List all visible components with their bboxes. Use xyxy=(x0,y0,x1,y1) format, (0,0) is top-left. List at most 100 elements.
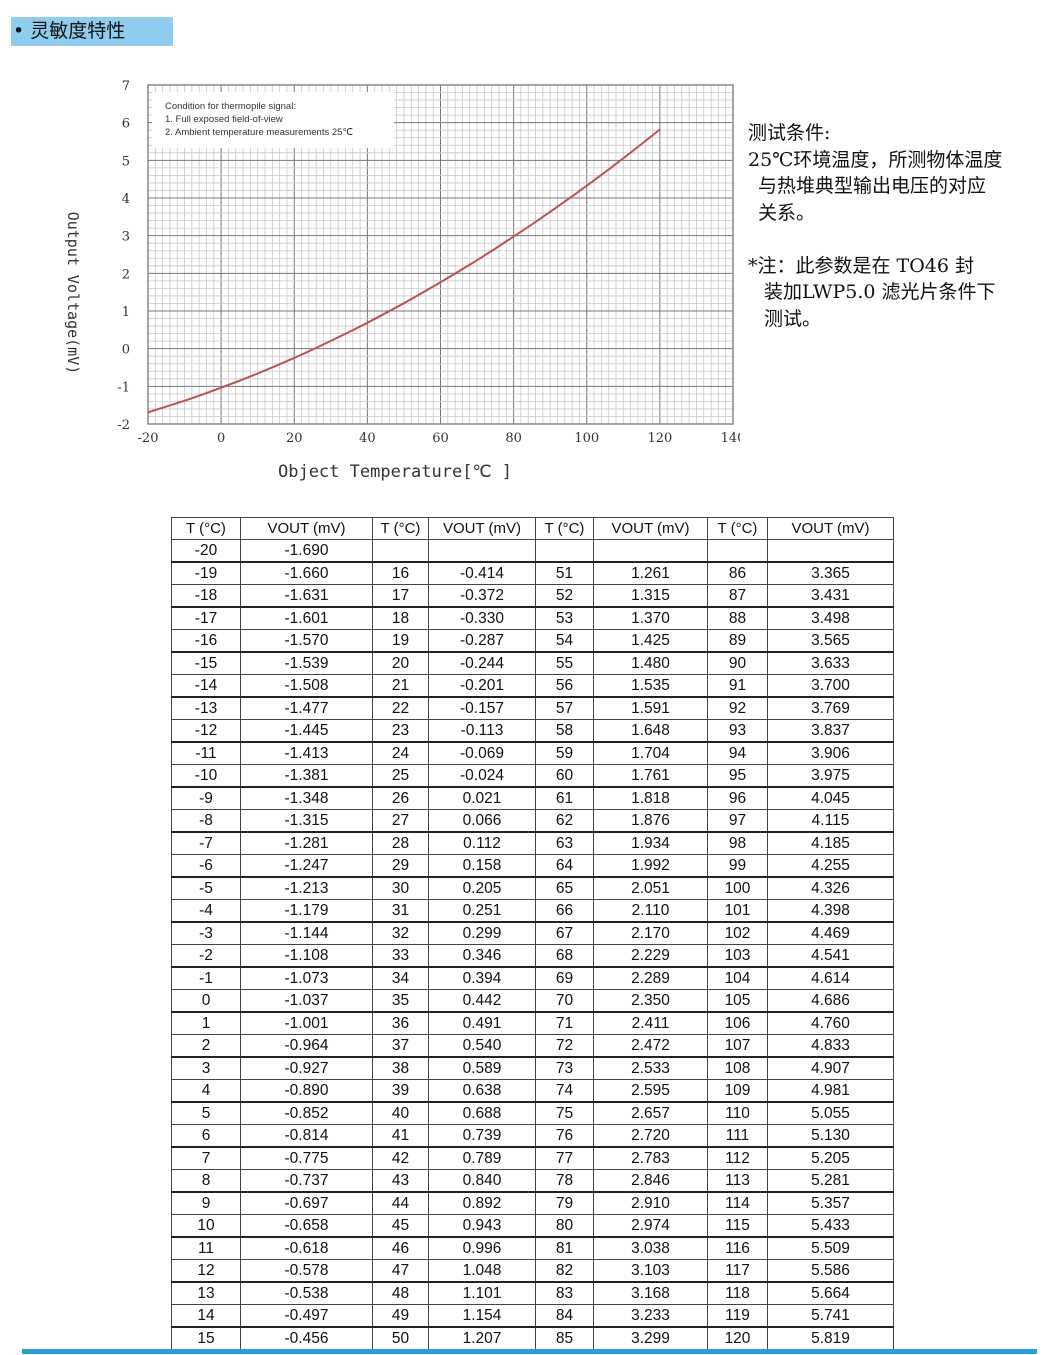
temperature-cell: 39 xyxy=(372,1079,429,1103)
temperature-cell: 109 xyxy=(707,1079,768,1103)
vout-cell: 0.251 xyxy=(428,899,536,923)
vout-cell: 1.876 xyxy=(593,809,708,833)
vout-cell: 2.229 xyxy=(593,944,708,968)
temperature-cell: 36 xyxy=(372,1011,429,1035)
vout-cell: -0.414 xyxy=(428,561,536,585)
vout-cell: 2.110 xyxy=(593,899,708,923)
vout-cell: 3.565 xyxy=(767,629,894,653)
vout-cell: 1.261 xyxy=(593,561,708,585)
temperature-cell: 4 xyxy=(171,1079,241,1103)
temperature-cell: 59 xyxy=(535,741,594,765)
vout-cell: 1.591 xyxy=(593,696,708,720)
temperature-cell: 53 xyxy=(535,606,594,630)
temperature-cell: 37 xyxy=(372,1034,429,1058)
temperature-cell: 103 xyxy=(707,944,768,968)
temperature-cell: 18 xyxy=(372,606,429,630)
temperature-cell: 97 xyxy=(707,809,768,833)
vout-cell: 1.154 xyxy=(428,1304,536,1328)
temperature-cell xyxy=(372,539,429,563)
temperature-cell xyxy=(535,539,594,563)
table-row: -12 -1.445 23 -0.113 58 1.648 93 3.837 xyxy=(171,719,894,743)
vout-cell: 4.255 xyxy=(767,854,894,878)
vout-cell: 5.055 xyxy=(767,1101,894,1125)
table-row: 11 -0.618 46 0.996 81 3.038 116 5.509 xyxy=(171,1236,894,1260)
column-header: T (°C) xyxy=(707,517,768,540)
temperature-cell: 99 xyxy=(707,854,768,878)
temperature-cell: 33 xyxy=(372,944,429,968)
temperature-cell: 81 xyxy=(535,1236,594,1260)
temperature-cell: 86 xyxy=(707,561,768,585)
sensitivity-table: T (°C) VOUT (mV) T (°C) VOUT (mV) T (°C) VOUT… xyxy=(171,517,894,1350)
temperature-cell: -13 xyxy=(171,696,241,720)
temperature-cell: 49 xyxy=(372,1304,429,1328)
table-row: -2 -1.108 33 0.346 68 2.229 103 4.541 xyxy=(171,944,894,968)
temperature-cell: 61 xyxy=(535,786,594,810)
temperature-cell: 114 xyxy=(707,1191,768,1215)
y-tick-label: 6 xyxy=(122,117,130,132)
y-tick-label: 0 xyxy=(122,343,130,358)
vout-cell: -0.456 xyxy=(240,1326,373,1350)
temperature-cell: 76 xyxy=(535,1124,594,1148)
vout-cell: 3.975 xyxy=(767,764,894,788)
column-header: T (°C) xyxy=(535,517,594,540)
temperature-cell: 101 xyxy=(707,899,768,923)
temperature-cell: 119 xyxy=(707,1304,768,1328)
temperature-cell: 9 xyxy=(171,1191,241,1215)
temperature-cell: -7 xyxy=(171,831,241,855)
vout-cell: 3.906 xyxy=(767,741,894,765)
temperature-cell: 41 xyxy=(372,1124,429,1148)
vout-cell: 1.425 xyxy=(593,629,708,653)
vout-cell: 1.992 xyxy=(593,854,708,878)
vout-cell: 2.595 xyxy=(593,1079,708,1103)
vout-cell: 4.686 xyxy=(767,989,894,1013)
vout-cell: 0.346 xyxy=(428,944,536,968)
temperature-cell: 15 xyxy=(171,1326,241,1350)
temperature-cell: -19 xyxy=(171,561,241,585)
table-row: -4 -1.179 31 0.251 66 2.110 101 4.398 xyxy=(171,899,894,923)
temperature-cell: 68 xyxy=(535,944,594,968)
temperature-cell: 75 xyxy=(535,1101,594,1125)
table-row: -19 -1.660 16 -0.414 51 1.261 86 3.365 xyxy=(171,561,894,585)
vout-cell: 1.048 xyxy=(428,1259,536,1283)
vout-cell: -1.445 xyxy=(240,719,373,743)
vout-cell: 4.469 xyxy=(767,921,894,945)
y-tick-label: -2 xyxy=(117,418,130,433)
temperature-cell: 84 xyxy=(535,1304,594,1328)
vout-cell: 0.394 xyxy=(428,966,536,990)
vout-cell: -0.927 xyxy=(240,1056,373,1080)
temperature-cell: 104 xyxy=(707,966,768,990)
temperature-cell: 13 xyxy=(171,1281,241,1305)
vout-cell: 4.981 xyxy=(767,1079,894,1103)
vout-cell: -0.024 xyxy=(428,764,536,788)
vout-cell: 2.289 xyxy=(593,966,708,990)
table-row: 7 -0.775 42 0.789 77 2.783 112 5.205 xyxy=(171,1146,894,1170)
temperature-cell: -3 xyxy=(171,921,241,945)
vout-cell: -1.247 xyxy=(240,854,373,878)
vout-cell: -0.578 xyxy=(240,1259,373,1283)
vout-cell: 1.480 xyxy=(593,651,708,675)
temperature-cell: 88 xyxy=(707,606,768,630)
temperature-cell: 92 xyxy=(707,696,768,720)
section-title: • 灵敏度特性 xyxy=(11,17,173,46)
temperature-cell: 63 xyxy=(535,831,594,855)
x-tick-label: -20 xyxy=(138,431,159,446)
vout-cell: 3.700 xyxy=(767,674,894,698)
note-line: 测试。 xyxy=(764,307,822,330)
vout-cell: 0.112 xyxy=(428,831,536,855)
vout-cell: 5.281 xyxy=(767,1169,894,1193)
vout-cell: 0.789 xyxy=(428,1146,536,1170)
temperature-cell: 28 xyxy=(372,831,429,855)
vout-cell: -0.890 xyxy=(240,1079,373,1103)
temperature-cell: 19 xyxy=(372,629,429,653)
table-row: 1 -1.001 36 0.491 71 2.411 106 4.760 xyxy=(171,1011,894,1035)
temperature-cell: 64 xyxy=(535,854,594,878)
column-header: VOUT (mV) xyxy=(428,517,536,540)
temperature-cell: 116 xyxy=(707,1236,768,1260)
temperature-cell: -4 xyxy=(171,899,241,923)
vout-cell: 2.533 xyxy=(593,1056,708,1080)
vout-cell: 1.934 xyxy=(593,831,708,855)
temperature-cell: 24 xyxy=(372,741,429,765)
vout-cell: 0.892 xyxy=(428,1191,536,1215)
table-row: 4 -0.890 39 0.638 74 2.595 109 4.981 xyxy=(171,1079,894,1103)
temperature-cell: 45 xyxy=(372,1214,429,1238)
